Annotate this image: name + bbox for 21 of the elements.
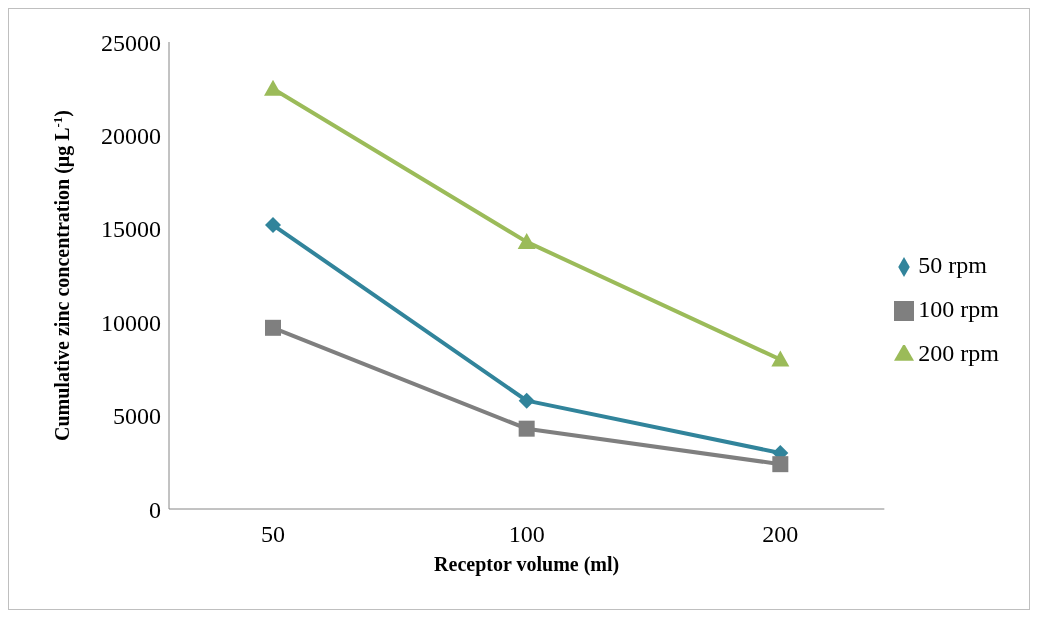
y-tick-label: 10000: [101, 309, 161, 336]
legend-label: 100 rpm: [918, 296, 999, 322]
y-tick-label: 15000: [101, 216, 161, 243]
x-axis-title: Receptor volume (ml): [434, 553, 620, 576]
legend-label: 50 rpm: [918, 252, 987, 278]
y-tick-label: 20000: [101, 122, 161, 149]
x-tick-label: 100: [508, 521, 545, 548]
point: [265, 217, 281, 234]
point: [518, 392, 535, 409]
point: [264, 79, 282, 96]
y-tick-label: 25000: [101, 29, 161, 56]
y-tick-label: 0: [149, 496, 161, 523]
x-tick-label: 200: [762, 521, 799, 548]
point: [265, 319, 281, 336]
point: [517, 232, 536, 249]
legend-label: 200 rpm: [918, 340, 999, 366]
point: [518, 420, 535, 437]
x-tick-label: 50: [261, 521, 285, 548]
point: [771, 350, 790, 367]
point: [772, 456, 789, 473]
y-tick-label: 5000: [113, 403, 161, 430]
